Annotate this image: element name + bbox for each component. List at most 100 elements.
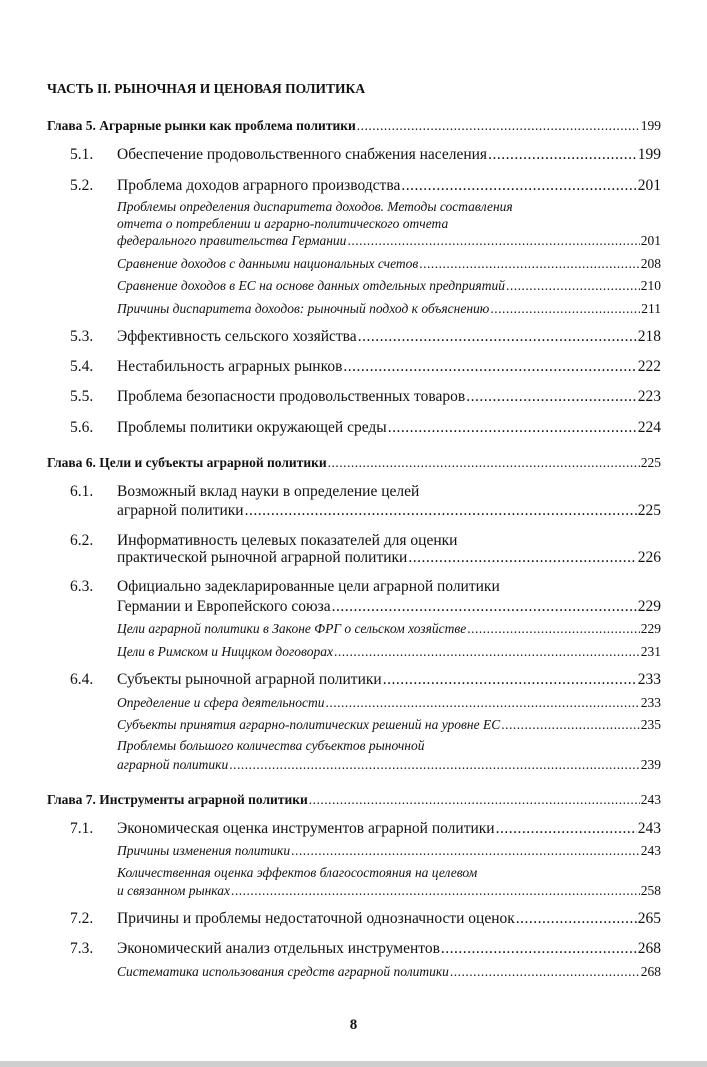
- toc-section-5-6[interactable]: Проблемы политики окружающей среды 224: [117, 418, 661, 438]
- dot-leader: [450, 962, 640, 982]
- entry-text: Систематика использования средств аграрн…: [117, 964, 449, 979]
- toc-chapter-6[interactable]: Глава 6. Цели и субъекты аграрной полити…: [47, 453, 661, 473]
- entry-text: Официально задекларированные цели аграрн…: [117, 578, 500, 595]
- toc-subsection[interactable]: Причины изменения политики 243: [117, 841, 661, 861]
- section-number: 6.1.: [70, 483, 94, 500]
- dot-leader: [229, 755, 640, 775]
- dot-leader: [347, 231, 639, 251]
- page-ref: 235: [640, 717, 661, 732]
- toc-section-5-1[interactable]: Обеспечение продовольственного снабжения…: [117, 145, 661, 165]
- dot-leader: [490, 299, 640, 319]
- page-ref: 233: [640, 695, 661, 710]
- toc-section-6-2[interactable]: практической рыночной аграрной политики 2…: [117, 548, 661, 568]
- dot-leader: [328, 453, 640, 473]
- toc-subsection[interactable]: Определение и сфера деятельности 233: [117, 693, 661, 713]
- toc-subsection-line[interactable]: Количественная оценка эффектов благосост…: [117, 863, 661, 883]
- dot-leader: [441, 939, 637, 959]
- toc-subsection[interactable]: Сравнение доходов с данными национальных…: [117, 254, 661, 274]
- page-ref: 229: [637, 598, 661, 615]
- page-ref: 211: [641, 301, 661, 316]
- page-ref: 223: [637, 388, 661, 405]
- dot-leader: [496, 819, 637, 839]
- toc-section-line[interactable]: Возможный вклад науки в определение целе…: [117, 482, 661, 502]
- page-number: 8: [349, 1017, 358, 1033]
- toc-subsection-line[interactable]: Проблемы определения диспаритета доходов…: [117, 197, 661, 217]
- dot-leader: [467, 619, 640, 639]
- toc-subsection[interactable]: Систематика использования средств аграрн…: [117, 962, 661, 982]
- page-ref: 265: [637, 910, 661, 927]
- toc-section-6-4[interactable]: Субъекты рыночной аграрной политики 233: [117, 670, 661, 690]
- entry-text: отчета о потреблении и аграрно-политичес…: [117, 216, 449, 231]
- toc-subsection[interactable]: Причины диспаритета доходов: рыночный по…: [117, 299, 661, 319]
- page-ref: 231: [640, 644, 661, 659]
- dot-leader: [501, 715, 640, 735]
- entry-text: Экономическая оценка инструментов аграрн…: [117, 820, 495, 837]
- dot-leader: [334, 642, 640, 662]
- dot-leader: [383, 670, 637, 690]
- toc-section-7-2[interactable]: Причины и проблемы недостаточной однозна…: [117, 909, 661, 929]
- entry-text: Проблема безопасности продовольственных …: [117, 388, 466, 405]
- dot-leader: [466, 387, 637, 407]
- page-ref: 233: [637, 671, 661, 688]
- page-ref: 243: [640, 843, 661, 858]
- section-number: 7.2.: [70, 910, 94, 927]
- toc-section-5-3[interactable]: Эффективность сельского хозяйства 218: [117, 327, 661, 347]
- page-ref: 243: [640, 792, 661, 807]
- entry-text: аграрной политики: [117, 757, 229, 772]
- toc-subsection[interactable]: Субъекты принятия аграрно-политических р…: [117, 715, 661, 735]
- page-ref: 222: [637, 358, 661, 375]
- dot-leader: [516, 909, 637, 929]
- toc-section-line[interactable]: Официально задекларированные цели аграрн…: [117, 577, 661, 597]
- toc-subsection-line[interactable]: Проблемы большого количества субъектов р…: [117, 736, 661, 756]
- toc-section-7-3[interactable]: Экономический анализ отдельных инструмен…: [117, 939, 661, 959]
- toc-subsection[interactable]: аграрной политики 239: [117, 755, 661, 775]
- toc-subsection[interactable]: Цели в Римском и Ниццком договорах 231: [117, 642, 661, 662]
- entry-text: Нестабильность аграрных рынков: [117, 358, 343, 375]
- page-ref: 258: [640, 883, 661, 898]
- entry-text: аграрной политики: [117, 502, 244, 519]
- entry-text: Проблемы определения диспаритета доходов…: [117, 199, 513, 214]
- dot-leader: [343, 357, 636, 377]
- entry-text: Обеспечение продовольственного снабжения…: [117, 146, 488, 163]
- entry-text: Сравнение доходов с данными национальных…: [117, 256, 419, 271]
- section-number: 5.3.: [70, 328, 94, 345]
- dot-leader: [309, 790, 640, 810]
- dot-leader: [358, 327, 637, 347]
- toc-subsection[interactable]: федерального правительства Германии 201: [117, 231, 661, 251]
- toc-section-5-2[interactable]: Проблема доходов аграрного производства 2…: [117, 176, 661, 196]
- section-number: 6.2.: [70, 532, 94, 549]
- toc-chapter-7[interactable]: Глава 7. Инструменты аграрной политики 24…: [47, 790, 661, 810]
- entry-text: Проблема доходов аграрного производства: [117, 177, 401, 194]
- toc-subsection[interactable]: Цели аграрной политики в Законе ФРГ о се…: [117, 619, 661, 639]
- toc-chapter-5[interactable]: Глава 5. Аграрные рынки как проблема пол…: [47, 116, 661, 136]
- section-number: 5.5.: [70, 388, 94, 405]
- toc-section-7-1[interactable]: Экономическая оценка инструментов аграрн…: [117, 819, 661, 839]
- toc-section-5-4[interactable]: Нестабильность аграрных рынков 222: [117, 357, 661, 377]
- dot-leader: [488, 145, 637, 165]
- toc-subsection[interactable]: Сравнение доходов в ЕС на основе данных …: [117, 276, 661, 296]
- page-ref: 210: [640, 278, 661, 293]
- section-number: 5.1.: [70, 146, 94, 163]
- section-number: 5.6.: [70, 419, 94, 436]
- toc-section-5-5[interactable]: Проблема безопасности продовольственных …: [117, 387, 661, 407]
- entry-text: Причины и проблемы недостаточной однозна…: [117, 910, 515, 927]
- entry-text: федерального правительства Германии: [117, 233, 347, 248]
- toc-section-6-1[interactable]: аграрной политики 225: [117, 501, 661, 521]
- entry-text: Субъекты принятия аграрно-политических р…: [117, 717, 501, 732]
- toc-section-6-3[interactable]: Германии и Европейского союза 229: [117, 597, 661, 617]
- page-ref: 229: [640, 621, 661, 636]
- entry-text: Сравнение доходов в ЕС на основе данных …: [117, 278, 505, 293]
- toc-subsection[interactable]: и связанном рынках 258: [117, 881, 661, 901]
- page-ref: 201: [637, 177, 661, 194]
- entry-text: практической рыночной аграрной политики: [117, 549, 408, 566]
- page-bottom-edge: [0, 1061, 707, 1067]
- dot-leader: [231, 881, 640, 901]
- page-ref: 218: [637, 328, 661, 345]
- entry-text: Информативность целевых показателей для …: [117, 532, 458, 549]
- dot-leader: [245, 501, 637, 521]
- toc-subsection-line[interactable]: отчета о потреблении и аграрно-политичес…: [117, 214, 661, 234]
- entry-text: Количественная оценка эффектов благосост…: [117, 865, 478, 880]
- toc-section-line[interactable]: Информативность целевых показателей для …: [117, 531, 661, 551]
- dot-leader: [419, 254, 639, 274]
- dot-leader: [357, 116, 640, 136]
